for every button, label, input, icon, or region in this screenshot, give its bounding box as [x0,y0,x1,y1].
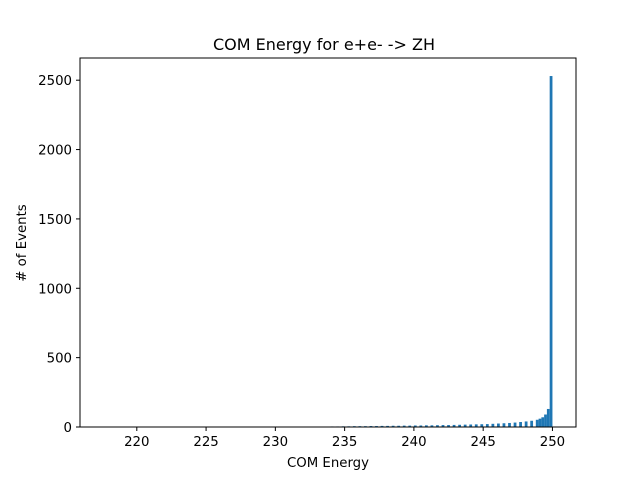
x-tick-label: 225 [193,435,218,450]
histogram-bar [539,419,542,427]
histogram-bar [530,421,533,427]
histogram-bar [544,415,547,427]
x-tick-label: 230 [263,435,288,450]
x-tick-label: 245 [470,435,495,450]
y-axis-label: # of Events [15,204,30,282]
y-tick-label: 2000 [38,144,72,159]
histogram-bar [497,424,500,427]
y-tick-label: 1000 [38,282,72,297]
histogram-bar [514,423,517,427]
histogram-bar [541,417,544,427]
x-tick-label: 250 [540,435,565,450]
histogram-bar [508,423,511,427]
histogram-bar [547,409,550,427]
histogram-bar [525,421,528,427]
y-tick-label: 1500 [38,213,72,228]
x-tick-label: 220 [124,435,149,450]
x-axis-label: COM Energy [287,456,369,471]
x-tick-label: 240 [401,435,426,450]
histogram-bar [503,423,506,427]
histogram-bar [519,422,522,427]
chart-title: COM Energy for e+e- -> ZH [213,35,435,54]
y-tick-label: 500 [47,352,72,367]
y-tick-label: 0 [64,421,72,436]
histogram-bar [550,76,553,427]
histogram-bar [536,420,539,427]
y-tick-label: 2500 [38,74,72,89]
x-tick-label: 235 [332,435,357,450]
